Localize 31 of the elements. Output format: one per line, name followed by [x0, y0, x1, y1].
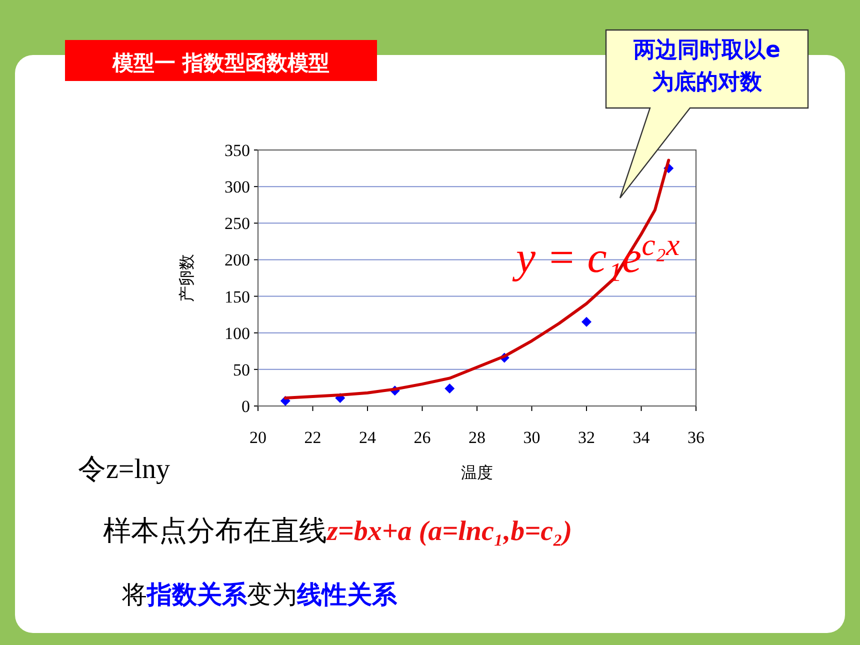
text: 将 [121, 580, 147, 609]
text: 令z=lny [78, 454, 170, 485]
x-tick-label: 32 [578, 428, 595, 447]
x-tick-label: 22 [304, 428, 322, 447]
x-tick-label: 24 [359, 428, 376, 447]
y-tick-label: 100 [224, 324, 250, 343]
y-axis-title: 产卵数 [177, 254, 196, 302]
y-tick-label: 150 [224, 287, 250, 306]
x-tick-label: 28 [468, 428, 486, 447]
point [444, 383, 455, 394]
text: 两边同时取以e为底的对数 [632, 38, 780, 95]
y-tick-label: 0 [242, 397, 250, 416]
chart-title: 模型一 指数型函数模型 [111, 51, 330, 75]
y-tick-label: 200 [224, 250, 250, 270]
x-tick-label: 30 [523, 428, 540, 447]
x-axis-title: 温度 [461, 463, 493, 482]
x-tick-label: 26 [414, 428, 431, 447]
point [582, 316, 592, 327]
y-tick-label: 50 [233, 360, 250, 380]
text: 变为 [247, 580, 297, 609]
text: z=bx+a (a=lnc₁,b=c₂) [326, 516, 572, 547]
y-tick-label: 350 [224, 141, 250, 160]
y-tick-label: 250 [224, 214, 250, 234]
title: 模型一 指数型函数模型 [65, 40, 377, 81]
x-tick-label: 20 [250, 428, 266, 447]
x-tick-label: 34 [632, 428, 650, 447]
text: 线性关系 [296, 580, 398, 609]
text: 指数关系 [146, 580, 248, 609]
text: 样本点分布在直线 [103, 514, 327, 547]
x-tick-label: 36 [688, 428, 704, 447]
y-tick-label: 300 [224, 178, 250, 197]
